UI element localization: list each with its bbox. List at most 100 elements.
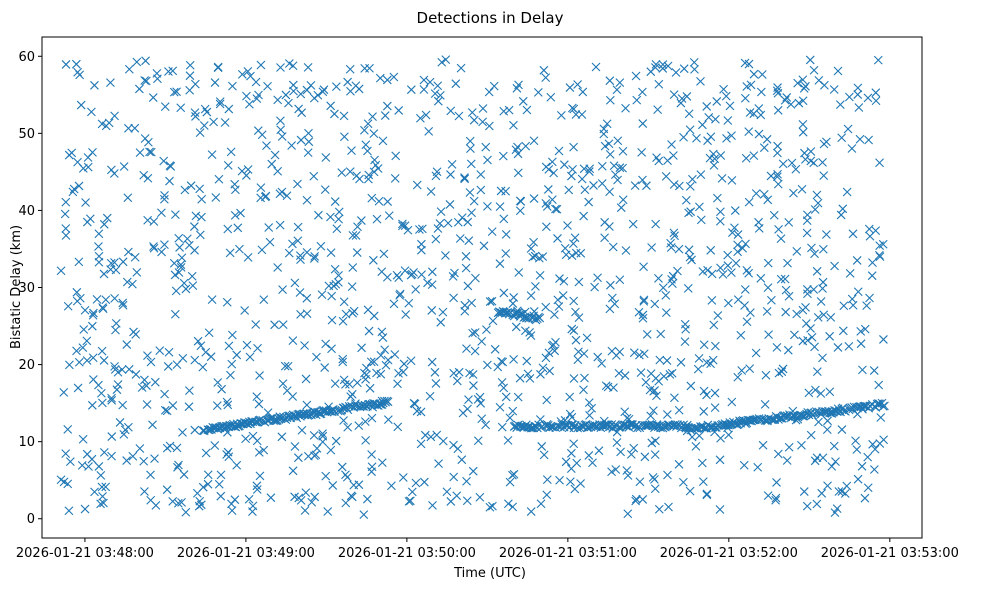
data-point: [822, 137, 831, 147]
data-point: [449, 472, 459, 482]
data-point: [99, 498, 108, 508]
data-point: [339, 132, 349, 142]
data-point: [466, 159, 476, 169]
data-point: [428, 500, 437, 510]
data-point: [797, 184, 807, 194]
data-point: [708, 422, 718, 432]
data-point: [637, 147, 647, 157]
data-point: [572, 458, 582, 468]
data-point: [94, 251, 104, 261]
data-point: [685, 181, 695, 191]
data-point: [549, 168, 559, 178]
data-point: [369, 311, 379, 321]
data-point: [570, 484, 580, 494]
scatter-series: [56, 55, 889, 520]
data-point: [684, 109, 694, 119]
data-point: [787, 158, 797, 168]
data-point: [338, 316, 348, 326]
data-point: [798, 120, 808, 129]
data-point: [609, 161, 619, 171]
data-point: [648, 473, 658, 482]
data-point: [462, 476, 471, 486]
data-point: [276, 116, 285, 126]
data-point: [184, 402, 194, 412]
data-point: [338, 354, 348, 364]
data-point: [864, 224, 874, 234]
data-point: [309, 171, 319, 181]
data-point: [361, 436, 371, 445]
data-point: [806, 147, 816, 156]
data-point: [698, 120, 707, 130]
data-point: [184, 240, 194, 250]
data-point: [317, 290, 327, 299]
data-point: [865, 231, 875, 241]
data-point: [818, 157, 827, 167]
data-point: [193, 336, 203, 346]
data-point: [124, 123, 133, 133]
data-point: [646, 369, 656, 378]
data-point: [478, 117, 487, 127]
data-point: [129, 327, 138, 337]
data-point: [82, 449, 92, 459]
data-point: [829, 441, 839, 451]
data-point: [372, 214, 382, 224]
data-point: [745, 364, 755, 374]
data-point: [665, 370, 675, 379]
data-point: [773, 105, 783, 115]
data-point: [710, 341, 720, 351]
data-point: [707, 296, 717, 305]
data-point: [847, 144, 857, 153]
data-point: [591, 62, 601, 72]
data-point: [763, 491, 773, 501]
data-point: [535, 270, 545, 280]
data-point: [432, 167, 442, 177]
data-point: [369, 357, 379, 367]
data-point: [132, 267, 142, 277]
data-point: [819, 310, 829, 320]
data-point: [339, 416, 348, 425]
data-point: [618, 146, 628, 156]
data-point: [541, 302, 551, 312]
data-point: [118, 400, 127, 410]
data-point: [354, 421, 364, 430]
data-point: [762, 134, 772, 144]
data-point: [263, 81, 272, 91]
data-point: [172, 360, 182, 370]
data-point: [784, 218, 794, 227]
data-point: [211, 193, 221, 202]
data-point: [833, 343, 843, 352]
data-point: [534, 253, 544, 263]
data-point: [471, 273, 480, 283]
data-point: [650, 484, 660, 494]
data-point: [587, 403, 597, 413]
data-point: [513, 168, 523, 178]
data-point: [448, 272, 458, 281]
data-point: [143, 173, 153, 183]
data-point: [198, 482, 208, 492]
data-point: [71, 59, 81, 69]
data-point: [423, 278, 432, 288]
data-point: [756, 273, 766, 283]
data-point: [464, 236, 474, 246]
data-point: [526, 507, 536, 516]
data-point: [610, 299, 620, 309]
data-point: [615, 78, 625, 88]
data-point: [731, 258, 741, 268]
data-point: [826, 312, 836, 322]
data-point: [497, 377, 507, 387]
data-point: [189, 222, 199, 231]
data-point: [404, 496, 414, 506]
data-point: [447, 160, 457, 169]
data-point: [803, 336, 813, 345]
data-point: [87, 321, 97, 331]
data-point: [863, 483, 873, 493]
data-point: [235, 244, 244, 254]
data-point: [559, 160, 569, 170]
data-point: [753, 462, 763, 472]
data-point: [647, 243, 657, 252]
data-point: [487, 227, 497, 237]
data-point: [687, 432, 697, 442]
data-point: [567, 412, 577, 422]
data-point: [681, 195, 691, 205]
data-point: [631, 496, 641, 506]
